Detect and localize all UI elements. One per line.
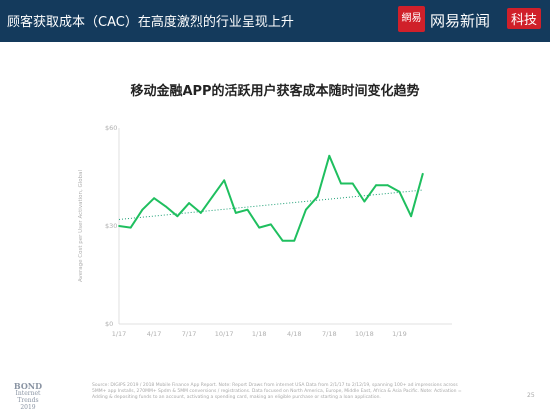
data-point [199,212,202,214]
header-bar: 顾客获取成本（CAC）在高度激烈的行业呈现上升 網易 网易新闻 科技 [0,0,550,42]
page-title: 顾客获取成本（CAC）在高度激烈的行业呈现上升 [7,15,294,30]
x-tick-label: 7/17 [182,330,197,338]
data-point [164,205,167,208]
data-point [281,239,284,242]
data-point [176,215,179,218]
data-point [269,223,272,226]
data-point [211,195,214,198]
netease-news-logo-text: 网易新闻 [430,12,491,30]
data-point [223,179,226,182]
x-tick-label: 10/17 [215,330,234,338]
data-point [340,182,342,185]
x-tick-label: 4/17 [147,330,162,338]
x-tick-label: 10/18 [355,330,374,338]
data-point [386,184,389,187]
data-point [316,195,319,198]
data-point [375,184,377,187]
bond-logo: BOND Internet Trends 2019 [8,381,48,411]
data-point [421,172,424,175]
series-line [118,154,424,242]
page-number: 25 [527,392,535,399]
data-point [363,200,366,203]
source-note: Source: DIGIPS 2019 / 2018 Mobile Financ… [92,383,462,400]
y-tick-label: $30 [105,222,117,230]
y-tick-label: $0 [105,320,113,328]
data-point [351,182,354,185]
data-point [328,154,331,157]
chart-title: 移动金融APP的活跃用户获客成本随时间变化趋势 [130,84,420,99]
data-point [129,226,132,229]
tech-badge: 科技 [507,8,542,29]
data-point [246,208,249,211]
data-point [398,190,401,193]
data-point [118,225,120,227]
x-tick-label: 1/18 [252,330,267,338]
bond-logo-subtitle: Internet Trends [15,390,41,404]
data-point [188,202,191,205]
netease-logo-icon: 網易 [398,6,425,32]
bond-logo-name: BOND [13,381,43,391]
x-tick-label: 4/18 [287,330,302,338]
data-point [258,226,261,229]
bond-logo-year: 2019 [20,404,36,411]
y-tick-label: $60 [105,124,117,132]
x-tick-label: 1/17 [112,330,127,338]
x-tick-label: 7/18 [322,330,337,338]
data-point [410,215,413,218]
data-point [293,239,296,242]
data-point [153,197,155,200]
y-axis-title: Average Cost per User Activation, Global [78,170,84,283]
data-point [234,212,237,214]
x-tick-label: 1/19 [392,330,407,338]
data-point [305,208,307,211]
data-point [141,208,144,211]
